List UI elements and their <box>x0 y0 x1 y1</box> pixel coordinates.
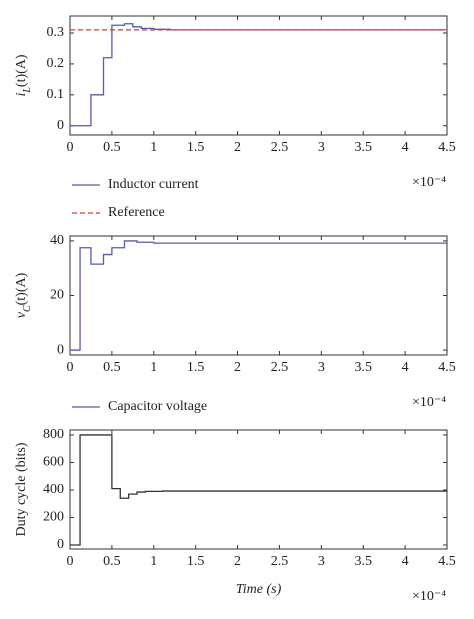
x-tick-label: 3.5 <box>354 140 372 155</box>
x-tick-label: 0.5 <box>103 140 121 155</box>
x-multiplier: ×10⁻⁴ <box>412 589 446 604</box>
y-tick-label: 40 <box>50 233 64 248</box>
x-tick-label: 2 <box>234 360 241 375</box>
y-label-rest: (t)(A) <box>14 54 29 87</box>
x-tick-label: 1.5 <box>187 140 205 155</box>
x-tick-label: 3 <box>318 140 325 155</box>
x-tick-label: 3 <box>318 554 325 569</box>
x-tick-label: 1.5 <box>187 360 205 375</box>
x-axis-label: Time (s) <box>236 582 282 597</box>
y-axis-label: Duty cycle (bits) <box>14 442 29 536</box>
x-tick-label: 2.5 <box>271 360 289 375</box>
x-tick-label: 2 <box>234 140 241 155</box>
y-tick-label: 0.2 <box>47 56 65 71</box>
x-tick-label: 4 <box>402 554 409 569</box>
x-tick-label: 1 <box>150 140 157 155</box>
y-tick-label: 20 <box>50 288 64 303</box>
y-label-base: v <box>14 311 29 318</box>
x-tick-label: 2.5 <box>271 140 289 155</box>
y-label-sub: C <box>22 305 33 312</box>
y-label-rest: (t)(A) <box>14 272 29 305</box>
x-tick-label: 0.5 <box>103 554 121 569</box>
y-tick-label: 600 <box>43 455 64 470</box>
x-tick-label: 4.5 <box>438 554 456 569</box>
legend-label: Capacitor voltage <box>108 399 207 414</box>
x-tick-label: 4.5 <box>438 140 456 155</box>
y-tick-label: 0.3 <box>47 25 65 40</box>
x-tick-label: 0 <box>67 140 74 155</box>
series-line <box>70 434 447 546</box>
y-axis-label: iL(t)(A) <box>14 54 33 96</box>
legend-label: Inductor current <box>108 177 199 192</box>
y-label-base: Duty cycle (bits) <box>14 442 29 536</box>
x-tick-label: 0 <box>67 360 74 375</box>
x-tick-label: 3 <box>318 360 325 375</box>
x-tick-label: 1.5 <box>187 554 205 569</box>
x-tick-label: 4 <box>402 140 409 155</box>
x-tick-label: 4.5 <box>438 360 456 375</box>
x-tick-label: 2 <box>234 554 241 569</box>
x-tick-label: 1 <box>150 360 157 375</box>
y-axis-label: vC(t)(A) <box>14 272 33 318</box>
x-tick-label: 4 <box>402 360 409 375</box>
x-tick-label: 1 <box>150 554 157 569</box>
y-tick-label: 0 <box>57 342 64 357</box>
plot-frame <box>69 15 448 136</box>
y-label-sub: L <box>22 87 33 94</box>
x-multiplier: ×10⁻⁴ <box>412 175 446 190</box>
y-tick-label: 800 <box>43 427 64 442</box>
y-tick-label: 0.1 <box>47 87 65 102</box>
series-line <box>70 240 447 351</box>
legend-label: Reference <box>108 205 165 220</box>
x-tick-label: 0.5 <box>103 360 121 375</box>
y-tick-label: 0 <box>57 118 64 133</box>
y-tick-label: 400 <box>43 482 64 497</box>
y-tick-label: 200 <box>43 510 64 525</box>
x-tick-label: 3.5 <box>354 360 372 375</box>
x-tick-label: 0 <box>67 554 74 569</box>
x-tick-label: 2.5 <box>271 554 289 569</box>
x-tick-label: 3.5 <box>354 554 372 569</box>
y-label-base: i <box>14 93 29 97</box>
x-multiplier: ×10⁻⁴ <box>412 395 446 410</box>
plot-frame <box>69 429 448 550</box>
series-line <box>70 23 447 127</box>
plot-frame <box>69 235 448 356</box>
y-tick-label: 0 <box>57 537 64 552</box>
